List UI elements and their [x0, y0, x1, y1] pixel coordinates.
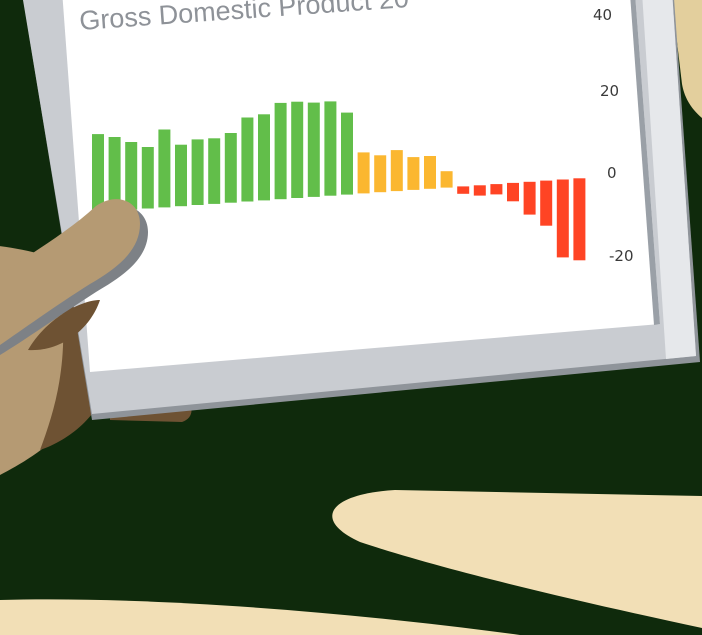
- gdp-bar: [191, 139, 204, 205]
- gdp-bar: [291, 101, 304, 198]
- y-tick-40: 40: [593, 6, 612, 24]
- sand-floor-patch: [0, 599, 520, 635]
- thumb: [0, 199, 140, 345]
- gdp-bar: [208, 138, 221, 204]
- gdp-bar: [307, 102, 320, 197]
- gdp-bar: [407, 157, 420, 190]
- gdp-bar: [341, 112, 353, 195]
- y-tick-20: 20: [600, 82, 619, 100]
- tablet-frame-highlight: [642, 0, 696, 359]
- gdp-bar: [374, 155, 387, 193]
- y-tick-neg20: -20: [609, 247, 634, 265]
- gdp-bar: [125, 142, 138, 210]
- gdp-bar: [523, 181, 536, 215]
- tablet-screen-edge: [630, 0, 660, 325]
- gdp-bar: [108, 137, 121, 211]
- gdp-bar: [440, 171, 453, 188]
- gdp-bar: [390, 150, 403, 192]
- chart-bars: [92, 101, 586, 261]
- thumb-knuckle-shadow: [28, 300, 100, 351]
- gdp-bar: [175, 144, 187, 207]
- gdp-bar: [457, 186, 470, 194]
- gdp-bar: [241, 117, 254, 202]
- gdp-bar: [224, 133, 237, 203]
- sand-right-patch: [332, 490, 702, 628]
- sand-top-right: [672, 0, 702, 118]
- gdp-bar: [507, 182, 519, 202]
- gdp-chart: Gross Domestic Product 20 40 20 0 -20: [78, 0, 633, 265]
- gdp-bar: [141, 147, 154, 209]
- gdp-bar: [540, 180, 553, 226]
- gdp-bar: [490, 184, 503, 195]
- gdp-bar: [357, 152, 370, 194]
- gdp-bar: [556, 179, 569, 258]
- gdp-bar: [424, 156, 436, 189]
- gdp-bar: [573, 178, 586, 261]
- gdp-bar: [258, 114, 270, 201]
- gdp-bar: [92, 134, 104, 212]
- y-tick-0: 0: [607, 164, 617, 182]
- gdp-bar: [274, 102, 287, 200]
- gdp-bar: [158, 129, 171, 208]
- gdp-bar: [473, 185, 486, 196]
- gdp-bar: [324, 101, 337, 196]
